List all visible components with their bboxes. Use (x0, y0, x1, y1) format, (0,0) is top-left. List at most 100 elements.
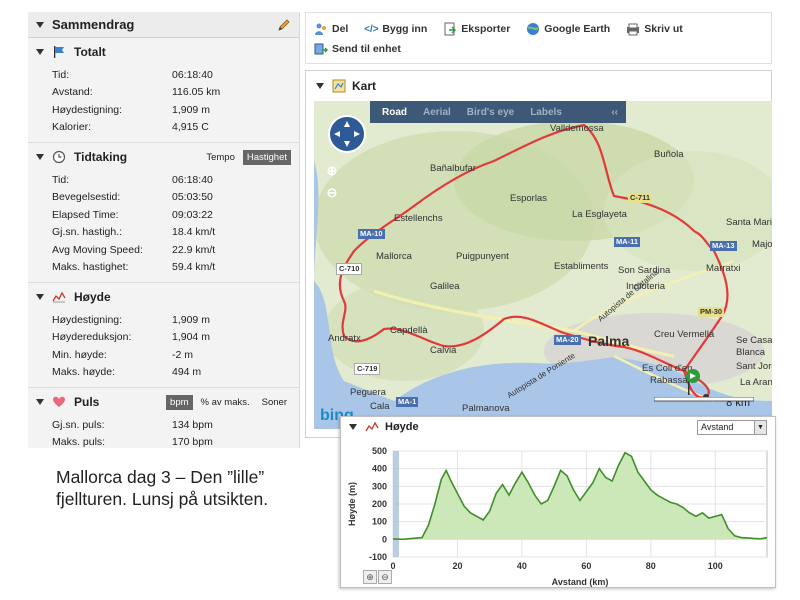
collapse-arrow-icon[interactable] (316, 83, 324, 89)
place-label: Cala (370, 401, 390, 412)
export-icon (443, 22, 457, 36)
map-icon (332, 79, 346, 93)
road-shield: MA-13 (710, 241, 737, 251)
stat-row: Gj.sn. puls: 134 bpm (28, 416, 299, 434)
stat-value: 18.4 km/t (172, 226, 216, 239)
tab-aerial[interactable]: Aerial (423, 106, 451, 118)
stat-label: Avg Moving Speed: (52, 243, 143, 256)
pan-compass-control[interactable] (328, 115, 366, 153)
place-label: Se Casa (736, 335, 772, 346)
place-label: Calvià (430, 345, 457, 356)
tab-birds-eye[interactable]: Bird's eye (466, 106, 515, 118)
caption-line-1: Mallorca dag 3 – Den ”lille” (56, 467, 265, 487)
edit-pencil-icon[interactable] (277, 18, 291, 32)
flag-icon (52, 45, 66, 59)
place-label: Peguera (350, 387, 386, 398)
place-label: Palmanova (462, 403, 510, 414)
route-map[interactable]: Road Aerial Bird's eye Labels ‹‹ ⊕ ⊖ Val… (314, 101, 772, 429)
export-label: Eksporter (461, 23, 511, 35)
road-shield: MA-20 (554, 335, 581, 345)
road-shield: PM-30 (698, 307, 725, 317)
zones-option[interactable]: Soner (261, 396, 287, 408)
place-label: Mallorca (376, 251, 412, 262)
stat-label: Maks. høyde: (52, 366, 116, 379)
chart-zoom-in-icon[interactable]: ⊕ (363, 570, 377, 584)
y-tick-label: 200 (372, 499, 387, 509)
summary-header[interactable]: Sammendrag (28, 12, 299, 38)
google-earth-label: Google Earth (544, 23, 611, 35)
map-header[interactable]: Kart (306, 71, 771, 101)
elevation-icon (52, 290, 66, 304)
chevron-down-icon: ▼ (754, 420, 766, 434)
stat-row: Maks. høyde: 494 m (28, 364, 299, 382)
print-button[interactable]: Skriv ut (626, 22, 683, 36)
stat-label: Bevegelsestid: (52, 191, 121, 204)
embed-button[interactable]: </> Bygg inn (364, 22, 427, 36)
stat-label: Høydestigning: (52, 313, 123, 326)
section-height-header[interactable]: Høyde (28, 283, 299, 311)
section-pulse: Puls bpm % av maks. Soner Gj.sn. puls: 13… (28, 388, 299, 448)
send-to-device-button[interactable]: Send til enhet (314, 42, 401, 56)
x-axis-select[interactable]: Avstand ▼ (697, 419, 767, 435)
google-earth-button[interactable]: Google Earth (526, 22, 610, 36)
stat-row: Tid: 06:18:40 (28, 171, 299, 189)
embed-label: Bygg inn (382, 23, 428, 35)
elevation-header[interactable]: Høyde Avstand ▼ (341, 417, 775, 437)
pulse-unit-toggle: bpm % av maks. Soner (166, 394, 291, 410)
summary-panel: Sammendrag Totalt Tid: 06:18:40 Avstand: 1… (28, 12, 300, 448)
x-tick-label: 80 (646, 561, 656, 571)
collapse-arrow-icon[interactable] (36, 399, 44, 405)
zoom-in-icon[interactable]: ⊕ (326, 163, 338, 178)
stat-value: 116.05 km (172, 86, 221, 99)
chart-zoom-out-icon[interactable]: ⊖ (378, 570, 392, 584)
section-title: Tidtaking (74, 150, 128, 164)
compass-arrows-icon (334, 121, 360, 147)
x-tick-label: 60 (581, 561, 591, 571)
section-pulse-header[interactable]: Puls bpm % av maks. Soner (28, 388, 299, 416)
place-label: Estellenchs (394, 213, 443, 224)
stat-label: Høydestigning: (52, 103, 123, 116)
stat-label: Gj.sn. puls: (52, 418, 105, 431)
place-label: Marratxi (706, 263, 741, 274)
slide-caption: Mallorca dag 3 – Den ”lille” fjellturen.… (56, 466, 326, 510)
y-axis-label: Høyde (m) (347, 482, 357, 526)
section-height: Høyde Høydestigning: 1,909 m Høydereduksj… (28, 283, 299, 388)
speed-option[interactable]: Hastighet (242, 149, 291, 165)
export-button[interactable]: Eksporter (443, 22, 510, 36)
collapse-arrow-icon[interactable] (349, 424, 357, 430)
place-label: Puigpunyent (456, 251, 509, 262)
bpm-option[interactable]: bpm (166, 394, 193, 410)
y-tick-label: 300 (372, 481, 387, 491)
collapse-tabs-button[interactable]: ‹‹ (611, 106, 618, 118)
collapse-arrow-icon[interactable] (36, 154, 44, 160)
stat-value: 4,915 C (172, 121, 209, 134)
place-label: Buñola (654, 149, 684, 160)
stat-value: 59.4 km/t (172, 261, 216, 274)
road-shield: MA-11 (614, 237, 641, 247)
collapse-arrow-icon[interactable] (36, 21, 44, 28)
zoom-out-icon[interactable]: ⊖ (326, 185, 338, 200)
stat-row: Elapsed Time: 09:03:22 (28, 206, 299, 224)
stat-row: Kalorier: 4,915 C (28, 119, 299, 137)
tempo-option[interactable]: Tempo (206, 151, 235, 163)
stat-label: Min. høyde: (52, 348, 107, 361)
section-total-header[interactable]: Totalt (28, 38, 299, 66)
elevation-line (392, 451, 768, 541)
place-label: Majo (752, 239, 772, 250)
finish-flag-icon[interactable] (682, 367, 704, 397)
road-shield: C-710 (336, 263, 363, 275)
share-label: Del (332, 23, 349, 35)
share-button[interactable]: Del (314, 22, 348, 36)
stat-row: Høydestigning: 1,909 m (28, 101, 299, 119)
collapse-arrow-icon[interactable] (36, 294, 44, 300)
collapse-arrow-icon[interactable] (36, 49, 44, 55)
x-tick-label: 40 (517, 561, 527, 571)
stat-value: 1,909 m (172, 103, 210, 116)
place-label: Andratx (328, 333, 361, 344)
range-handle-left (393, 451, 399, 557)
tab-labels[interactable]: Labels (530, 106, 562, 118)
tab-road[interactable]: Road (382, 106, 407, 118)
section-timing-header[interactable]: Tidtaking Tempo Hastighet (28, 143, 299, 171)
pct-max-option[interactable]: % av maks. (200, 396, 250, 408)
